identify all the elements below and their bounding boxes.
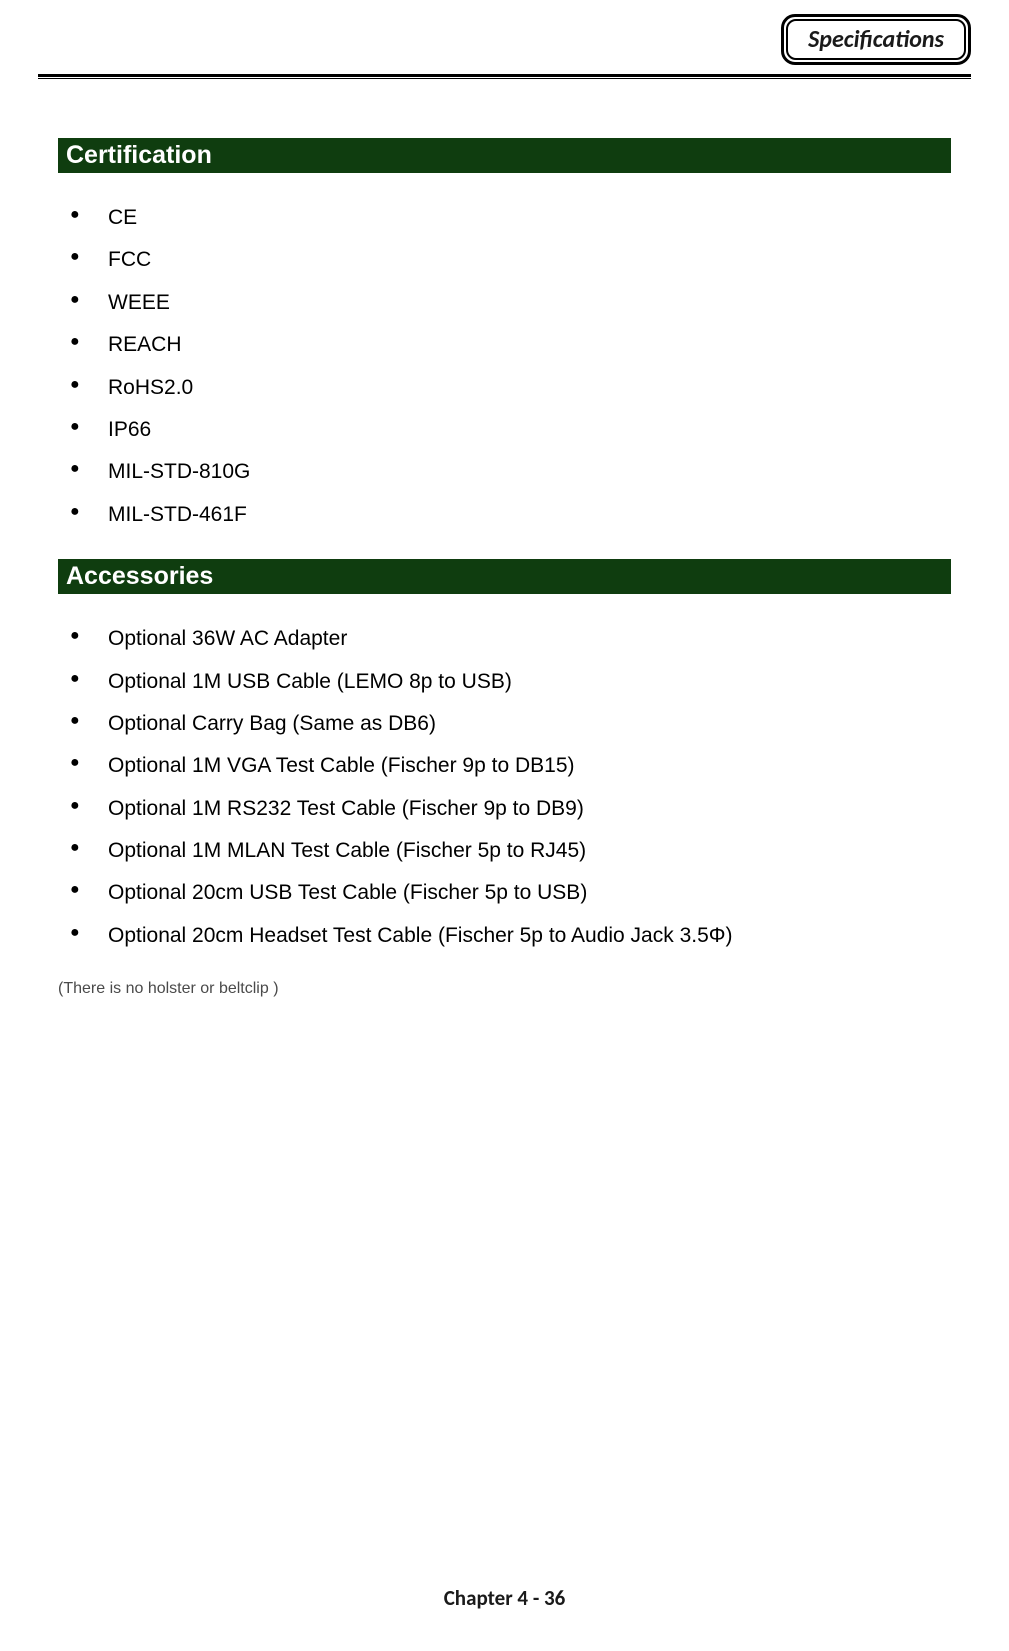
list-item: Optional 20cm USB Test Cable (Fischer 5p… — [64, 878, 951, 907]
header-badge-inner: Specifications — [786, 19, 966, 60]
section-header-accessories: Accessories — [58, 559, 951, 594]
list-item: REACH — [64, 330, 951, 359]
header-badge: Specifications — [781, 14, 971, 65]
header-badge-text: Specifications — [808, 25, 944, 54]
list-item: MIL-STD-810G — [64, 457, 951, 486]
list-item: Optional Carry Bag (Same as DB6) — [64, 709, 951, 738]
page-content: Certification CE FCC WEEE REACH RoHS2.0 … — [0, 80, 1009, 998]
list-item: WEEE — [64, 288, 951, 317]
list-item: Optional 1M MLAN Test Cable (Fischer 5p … — [64, 836, 951, 865]
list-item: Optional 1M RS232 Test Cable (Fischer 9p… — [64, 794, 951, 823]
header-rule — [38, 74, 971, 79]
section-header-certification: Certification — [58, 138, 951, 173]
accessories-note: (There is no holster or beltclip ) — [58, 980, 951, 998]
list-item: RoHS2.0 — [64, 373, 951, 402]
list-item: Optional 20cm Headset Test Cable (Fische… — [64, 921, 951, 950]
list-item: Optional 36W AC Adapter — [64, 624, 951, 653]
list-item: IP66 — [64, 415, 951, 444]
page-header: Specifications — [0, 0, 1009, 80]
list-item: Optional 1M VGA Test Cable (Fischer 9p t… — [64, 751, 951, 780]
list-item: CE — [64, 203, 951, 232]
certification-list: CE FCC WEEE REACH RoHS2.0 IP66 MIL-STD-8… — [58, 203, 951, 529]
accessories-list: Optional 36W AC Adapter Optional 1M USB … — [58, 624, 951, 950]
page-footer: Chapter 4 - 36 — [0, 1585, 1009, 1611]
list-item: FCC — [64, 245, 951, 274]
list-item: Optional 1M USB Cable (LEMO 8p to USB) — [64, 667, 951, 696]
list-item: MIL-STD-461F — [64, 500, 951, 529]
